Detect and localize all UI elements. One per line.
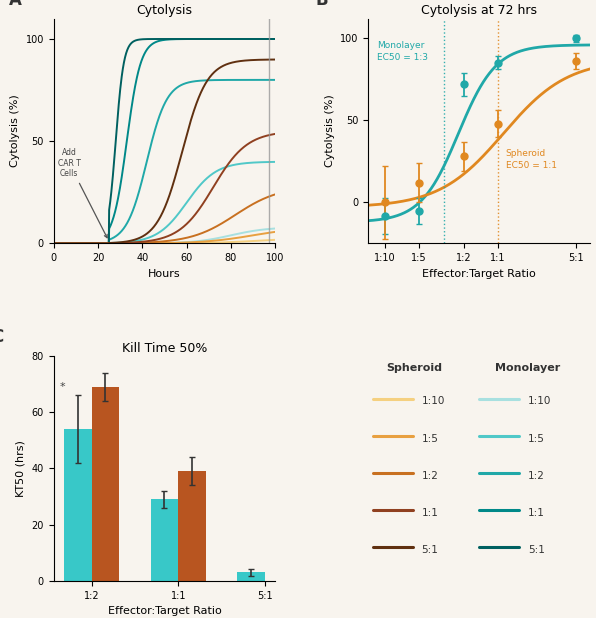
- Bar: [237, 572, 265, 581]
- Text: 1:5: 1:5: [528, 434, 545, 444]
- Text: 1:2: 1:2: [421, 471, 439, 481]
- Bar: [92, 387, 119, 581]
- Text: Monolayer
EC50 = 1:3: Monolayer EC50 = 1:3: [377, 41, 429, 62]
- Y-axis label: KT50 (hrs): KT50 (hrs): [16, 440, 26, 497]
- Text: 1:10: 1:10: [528, 397, 551, 407]
- Bar: [178, 472, 206, 581]
- Title: Cytolysis: Cytolysis: [136, 4, 193, 17]
- Text: 5:1: 5:1: [421, 545, 439, 555]
- Text: C: C: [0, 329, 4, 347]
- Text: B: B: [315, 0, 328, 9]
- Bar: [64, 429, 92, 581]
- Text: 1:5: 1:5: [421, 434, 439, 444]
- Text: 1:1: 1:1: [528, 508, 545, 518]
- Text: 1:10: 1:10: [421, 397, 445, 407]
- Y-axis label: Cytolysis (%): Cytolysis (%): [10, 95, 20, 167]
- X-axis label: Effector:Target Ratio: Effector:Target Ratio: [423, 269, 536, 279]
- Text: 1:1: 1:1: [421, 508, 439, 518]
- Title: Kill Time 50%: Kill Time 50%: [122, 342, 207, 355]
- X-axis label: Effector:Target Ratio: Effector:Target Ratio: [108, 606, 221, 616]
- Title: Cytolysis at 72 hrs: Cytolysis at 72 hrs: [421, 4, 537, 17]
- Text: 5:1: 5:1: [528, 545, 545, 555]
- Text: A: A: [10, 0, 22, 9]
- Text: *: *: [59, 382, 65, 392]
- Text: Spheroid: Spheroid: [386, 363, 442, 373]
- Y-axis label: Cytolysis (%): Cytolysis (%): [325, 95, 335, 167]
- Text: Add
CAR T
Cells: Add CAR T Cells: [58, 148, 107, 238]
- Text: 1:2: 1:2: [528, 471, 545, 481]
- Text: Spheroid
EC50 = 1:1: Spheroid EC50 = 1:1: [506, 149, 557, 170]
- Text: Monolayer: Monolayer: [495, 363, 560, 373]
- X-axis label: Hours: Hours: [148, 269, 181, 279]
- Bar: [151, 499, 178, 581]
